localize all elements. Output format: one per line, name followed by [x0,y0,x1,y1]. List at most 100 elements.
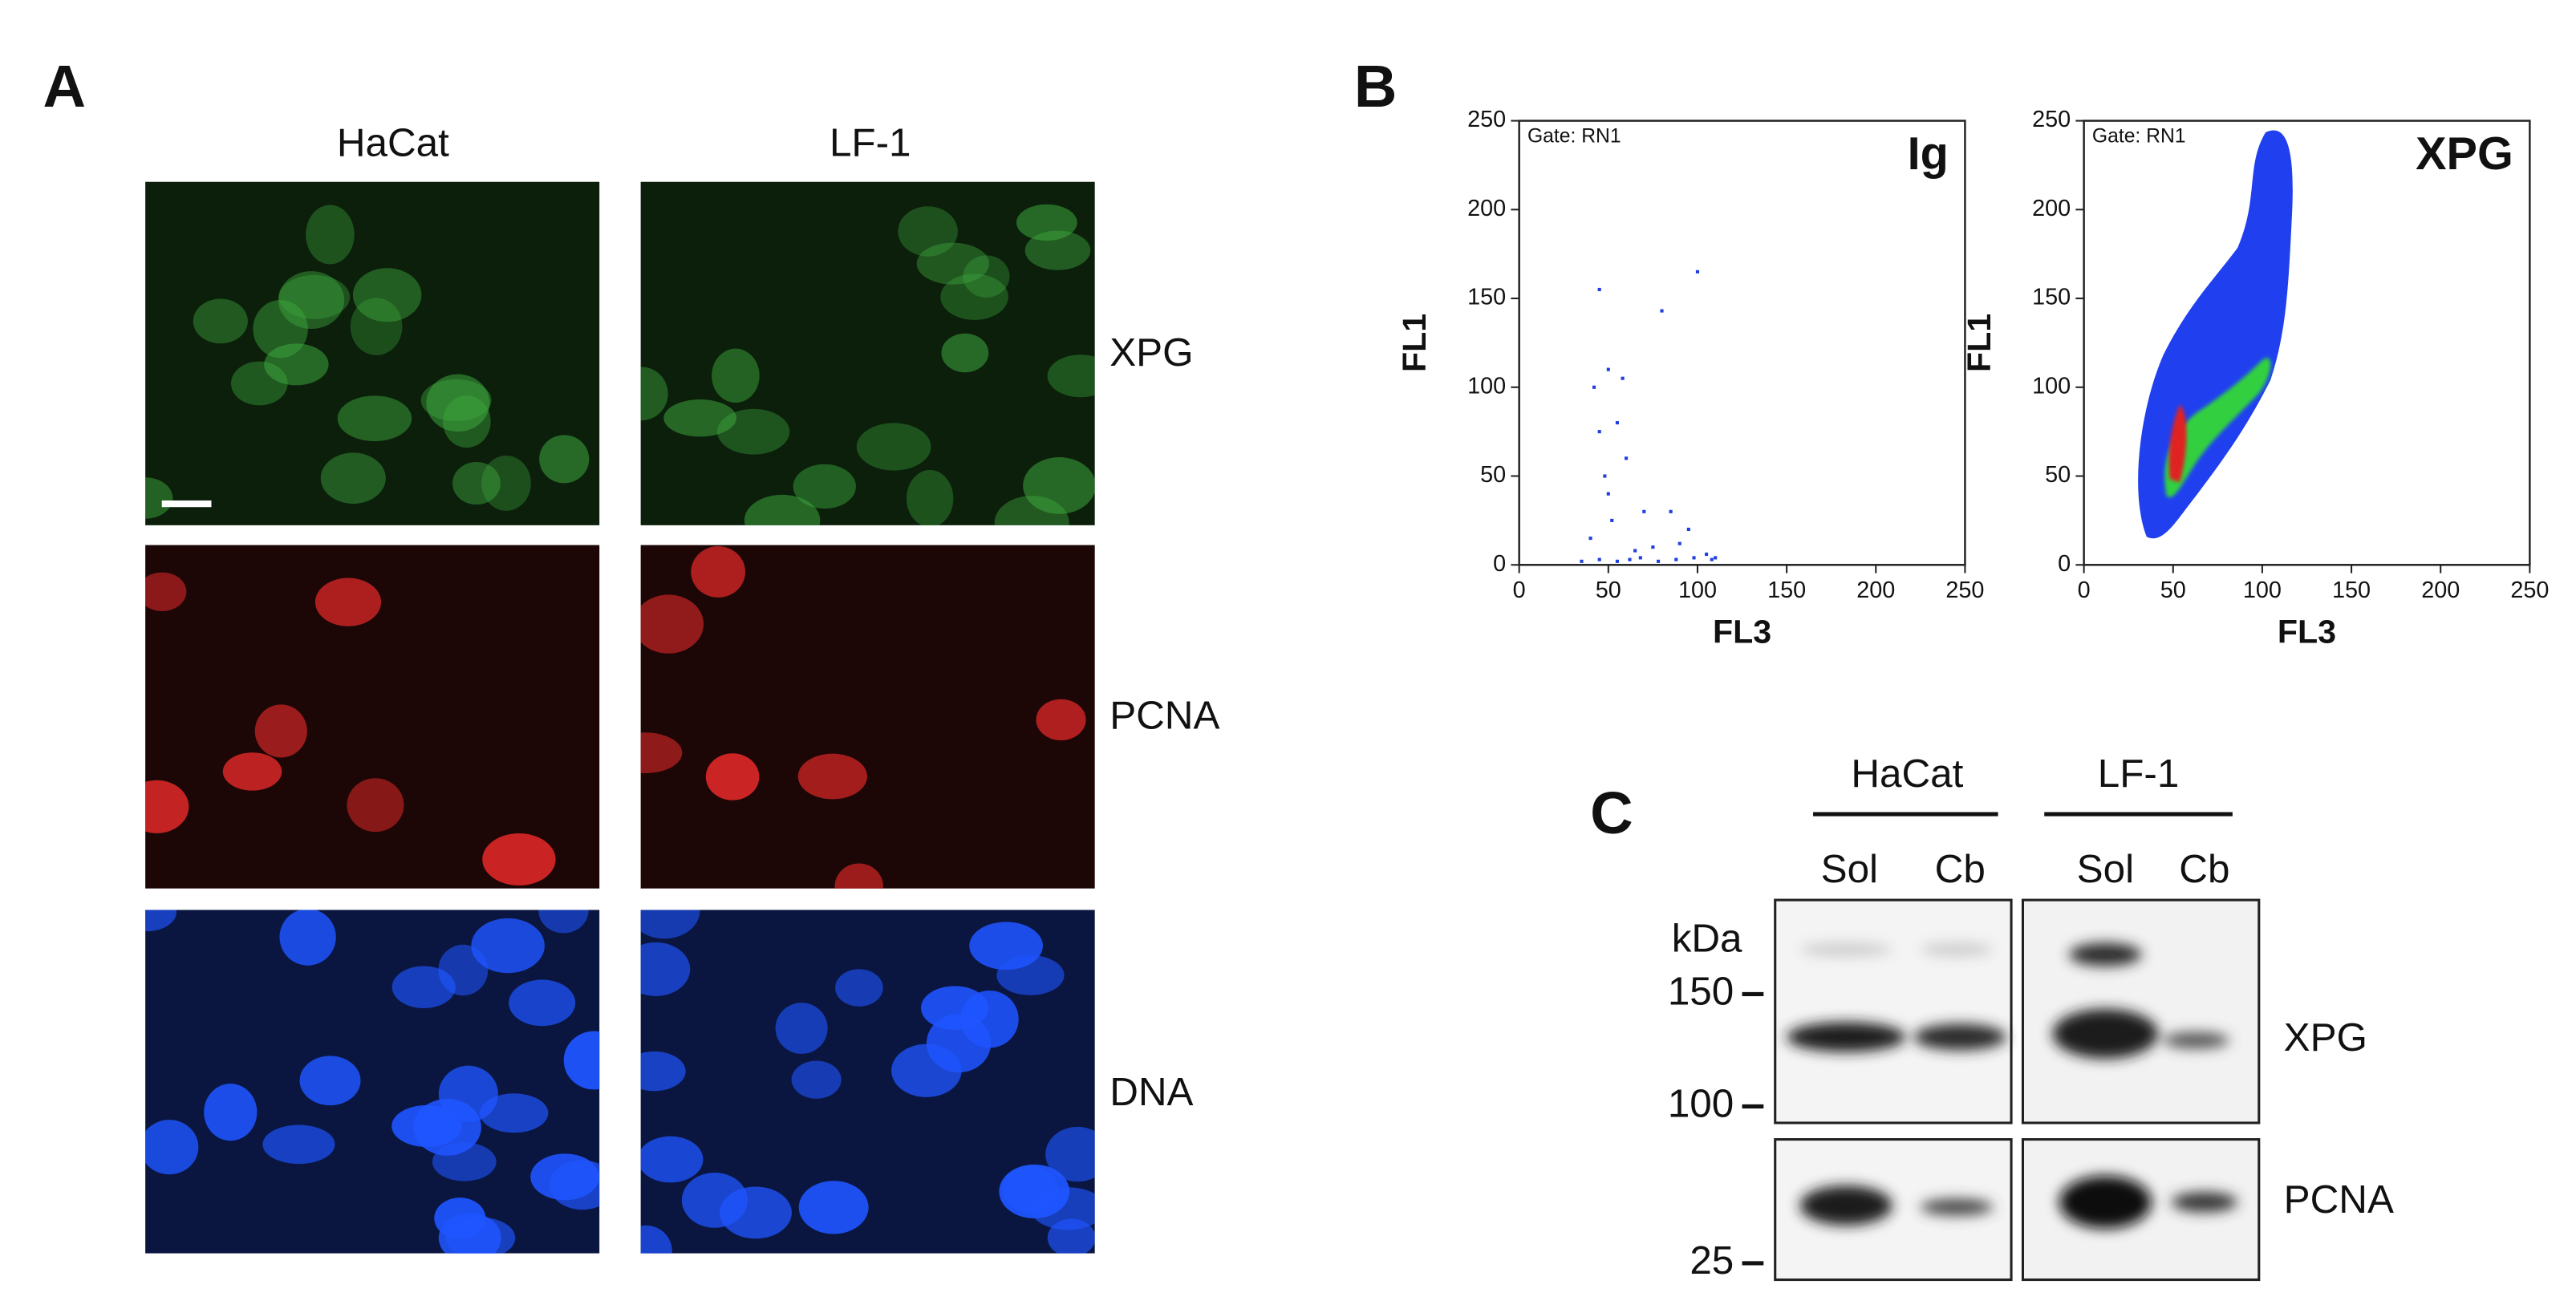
nucleus [941,333,989,373]
y-tick-label: 0 [1493,551,1506,577]
y-tick-label: 100 [1467,373,1506,399]
x-tick-label: 150 [1767,577,1806,603]
point [1610,518,1614,522]
point [1597,287,1601,292]
point [1606,367,1610,371]
band [1920,942,1994,957]
nucleus [204,1084,258,1141]
y-tick-label: 50 [1480,462,1506,488]
nucleus [640,367,668,421]
lane-label: Cb [2179,847,2229,891]
x-tick-label: 100 [1678,577,1717,603]
nucleus [299,1056,361,1106]
nucleus [481,455,531,511]
y-tick-label: 150 [2032,285,2071,310]
point [1621,376,1625,380]
marker-label: 150 [1668,969,1734,1013]
nucleus [278,271,345,330]
nucleus [549,1160,600,1210]
nucleus [145,780,189,833]
nucleus [482,833,556,885]
nucleus [663,399,737,437]
column-header: HaCat [337,120,449,164]
nucleus [471,918,545,974]
y-tick-label: 150 [1467,285,1506,310]
x-axis-label: FL3 [2278,614,2336,650]
nucleus [253,300,308,359]
panel-label: A [43,53,87,120]
y-tick-label: 200 [1467,196,1506,221]
nucleus [509,979,576,1027]
y-axis-label: FL1 [1961,314,1998,372]
nucleus [940,274,1008,320]
nucleus [1024,230,1091,270]
cloud-core [2168,404,2187,483]
point [1615,421,1619,425]
nucleus [920,986,988,1030]
nucleus [145,910,176,932]
point [1686,527,1690,532]
nucleus [856,423,931,471]
x-tick-label: 50 [1596,577,1621,603]
micrograph [640,545,1095,889]
point [1638,556,1642,560]
row-label: XPG [1110,330,1193,375]
point [1660,309,1664,313]
nucleus [744,494,821,525]
nucleus [996,955,1065,995]
point [1597,557,1601,561]
nucleus [791,1060,842,1099]
nucleus [640,732,683,774]
nucleus [681,1172,748,1228]
group-label: LF-1 [2098,752,2180,796]
x-tick-label: 150 [2332,577,2371,603]
nuclei [640,546,1086,889]
nucleus [640,910,700,939]
nucleus [640,1225,672,1254]
y-tick-label: 100 [2032,373,2071,399]
nucleus [898,206,958,257]
x-tick-label: 50 [2160,577,2186,603]
band-label: XPG [2284,1015,2367,1060]
point [1588,536,1592,541]
nucleus [306,205,355,265]
nucleus [1023,457,1095,514]
nuclei [640,204,1095,525]
nuclei [145,572,556,885]
point [1628,557,1632,561]
micrograph [145,181,600,525]
nuclei [145,205,590,519]
nucleus [539,435,590,484]
nucleus [145,572,187,611]
marker-label: 25 [1690,1238,1734,1283]
gate-label: Gate: RN1 [1527,126,1621,148]
point [1603,474,1607,478]
row-label: PCNA [1110,694,1219,738]
nucleus [538,910,589,934]
nucleus [391,966,456,1008]
x-tick-label: 250 [1945,577,1984,603]
point [1597,430,1601,434]
y-tick-label: 250 [1467,107,1506,132]
nucleus [320,452,386,504]
gate-label: Gate: RN1 [2092,126,2186,148]
cloud-outer [2138,130,2293,539]
nucleus [193,298,248,344]
micrographs [145,181,1095,1254]
nucleus [350,298,403,355]
point [1624,456,1629,460]
plot-frame [2083,120,2531,566]
band [2069,942,2142,967]
row-label: DNA [1110,1070,1193,1114]
y-tick-label: 200 [2032,196,2071,221]
x-tick-label: 200 [2421,577,2460,603]
point [1651,545,1655,549]
nuclei [145,910,600,1254]
nucleus [438,1213,501,1254]
nucleus [337,395,412,442]
band [1787,1022,1906,1052]
band [1920,1198,1994,1216]
nucleus [798,1181,869,1234]
